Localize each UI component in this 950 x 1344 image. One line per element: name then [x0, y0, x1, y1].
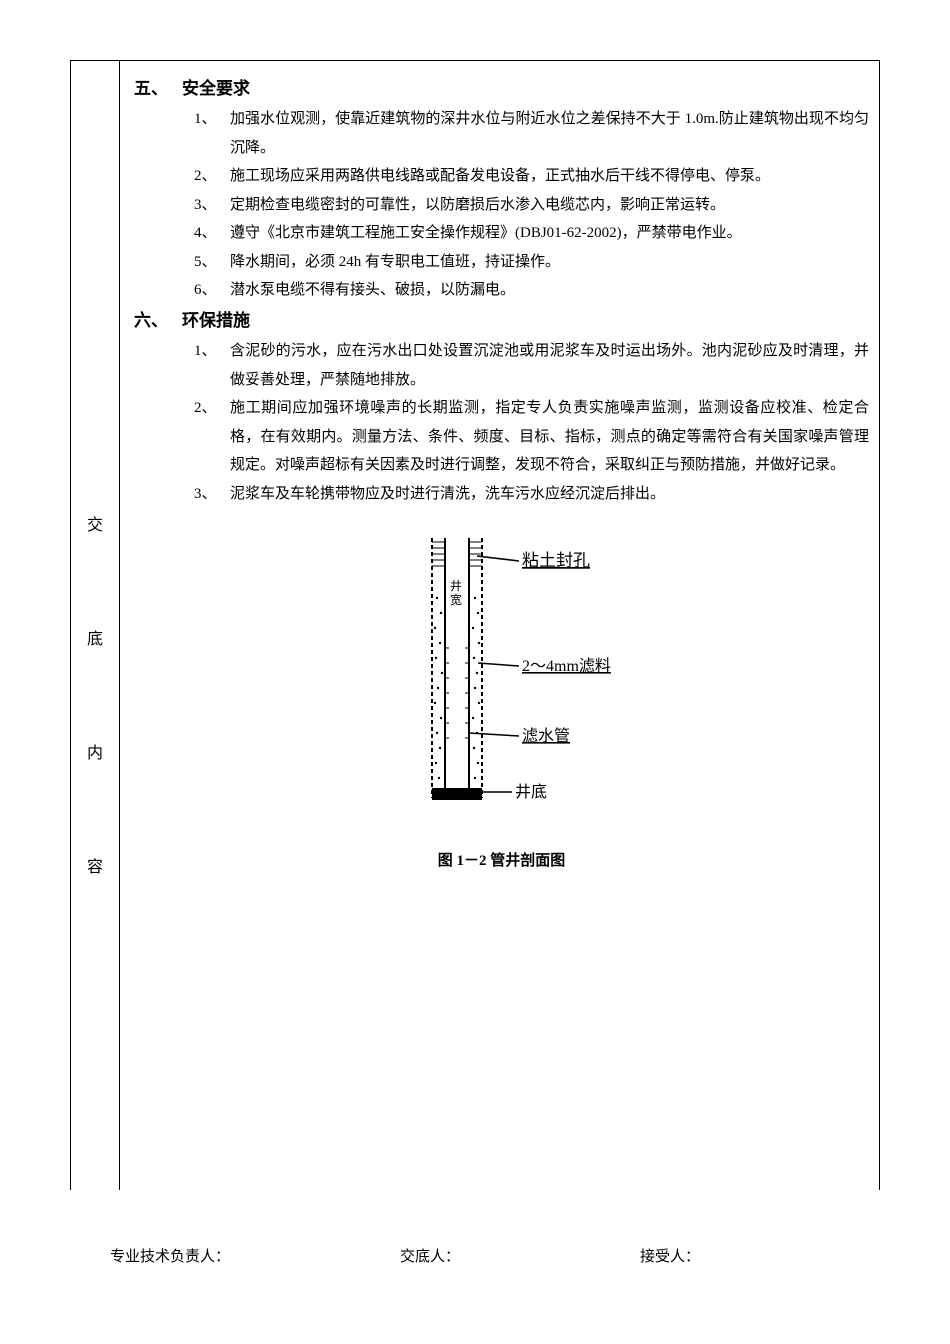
list-item: 6、潜水泵电缆不得有接头、破损，以防漏电。: [194, 276, 869, 305]
side-char: 交: [87, 511, 103, 535]
content-frame: 交 底 内 容 五、安全要求 1、加强水位观测，使靠近建筑物的深井水位与附近水位…: [70, 60, 880, 1190]
footer-tech-lead: 专业技术负责人：: [110, 1245, 400, 1266]
item-num: 2、: [194, 162, 230, 191]
item-text: 潜水泵电缆不得有接头、破损，以防漏电。: [230, 276, 869, 305]
section-title: 环保措施: [182, 311, 250, 330]
diagram-label-filter-material: 2～4mm滤料: [522, 657, 611, 675]
section-title: 安全要求: [182, 79, 250, 98]
well-diagram-svg: 粘土封孔 井 宽 2～4mm滤料 滤水管 井底: [372, 528, 632, 828]
list-item: 5、降水期间，必须 24h 有专职电工值班，持证操作。: [194, 248, 869, 277]
side-column: 交 底 内 容: [71, 61, 120, 1190]
list-item: 1、含泥砂的污水，应在污水出口处设置沉淀池或用泥浆车及时运出场外。池内泥砂应及时…: [194, 337, 869, 394]
diagram-label-bottom: 井底: [515, 783, 547, 801]
item-num: 3、: [194, 191, 230, 220]
list-item: 2、施工期间应加强环境噪声的长期监测，指定专人负责实施噪声监测，监测设备应校准、…: [194, 394, 869, 480]
item-num: 5、: [194, 248, 230, 277]
side-char: 容: [87, 853, 103, 877]
item-num: 6、: [194, 276, 230, 305]
section-num: 六、: [134, 305, 182, 337]
well-section-diagram: 粘土封孔 井 宽 2～4mm滤料 滤水管 井底 图 1－2 管井剖面图: [134, 528, 869, 875]
item-text: 定期检查电缆密封的可靠性，以防磨损后水渗入电缆芯内，影响正常运转。: [230, 191, 869, 220]
footer-disclosed-by: 交底人：: [400, 1245, 640, 1266]
diagram-caption: 图 1－2 管井剖面图: [134, 847, 869, 876]
side-char: 内: [87, 739, 103, 763]
item-text: 泥浆车及车轮携带物应及时进行清洗，洗车污水应经沉淀后排出。: [230, 480, 869, 509]
footer: 专业技术负责人： 交底人： 接受人：: [70, 1245, 880, 1266]
item-num: 4、: [194, 219, 230, 248]
footer-received-by: 接受人：: [640, 1245, 700, 1266]
item-text: 降水期间，必须 24h 有专职电工值班，持证操作。: [230, 248, 869, 277]
item-text: 加强水位观测，使靠近建筑物的深井水位与附近水位之差保持不大于 1.0m.防止建筑…: [230, 105, 869, 162]
item-text: 遵守《北京市建筑工程施工安全操作规程》(DBJ01-62-2002)，严禁带电作…: [230, 219, 869, 248]
list-item: 4、遵守《北京市建筑工程施工安全操作规程》(DBJ01-62-2002)，严禁带…: [194, 219, 869, 248]
diagram-label-clay: 粘土封孔: [522, 551, 590, 570]
item-text: 施工期间应加强环境噪声的长期监测，指定专人负责实施噪声监测，监测设备应校准、检定…: [230, 394, 869, 480]
list-item: 3、泥浆车及车轮携带物应及时进行清洗，洗车污水应经沉淀后排出。: [194, 480, 869, 509]
list-item: 1、加强水位观测，使靠近建筑物的深井水位与附近水位之差保持不大于 1.0m.防止…: [194, 105, 869, 162]
section-heading: 五、安全要求: [134, 73, 869, 105]
list-item: 3、定期检查电缆密封的可靠性，以防磨损后水渗入电缆芯内，影响正常运转。: [194, 191, 869, 220]
item-num: 3、: [194, 480, 230, 509]
diagram-label-width-2: 宽: [450, 592, 462, 607]
page: 交 底 内 容 五、安全要求 1、加强水位观测，使靠近建筑物的深井水位与附近水位…: [0, 0, 950, 1344]
diagram-label-width-1: 井: [450, 579, 462, 593]
item-text: 含泥砂的污水，应在污水出口处设置沉淀池或用泥浆车及时运出场外。池内泥砂应及时清理…: [230, 337, 869, 394]
main-column: 五、安全要求 1、加强水位观测，使靠近建筑物的深井水位与附近水位之差保持不大于 …: [120, 61, 879, 1190]
item-text: 施工现场应采用两路供电线路或配备发电设备，正式抽水后干线不得停电、停泵。: [230, 162, 869, 191]
item-num: 1、: [194, 105, 230, 162]
diagram-label-filter-pipe: 滤水管: [522, 727, 570, 745]
item-num: 2、: [194, 394, 230, 480]
section-num: 五、: [134, 73, 182, 105]
list-item: 2、施工现场应采用两路供电线路或配备发电设备，正式抽水后干线不得停电、停泵。: [194, 162, 869, 191]
section-heading: 六、环保措施: [134, 305, 869, 337]
side-char: 底: [87, 625, 103, 649]
item-num: 1、: [194, 337, 230, 394]
